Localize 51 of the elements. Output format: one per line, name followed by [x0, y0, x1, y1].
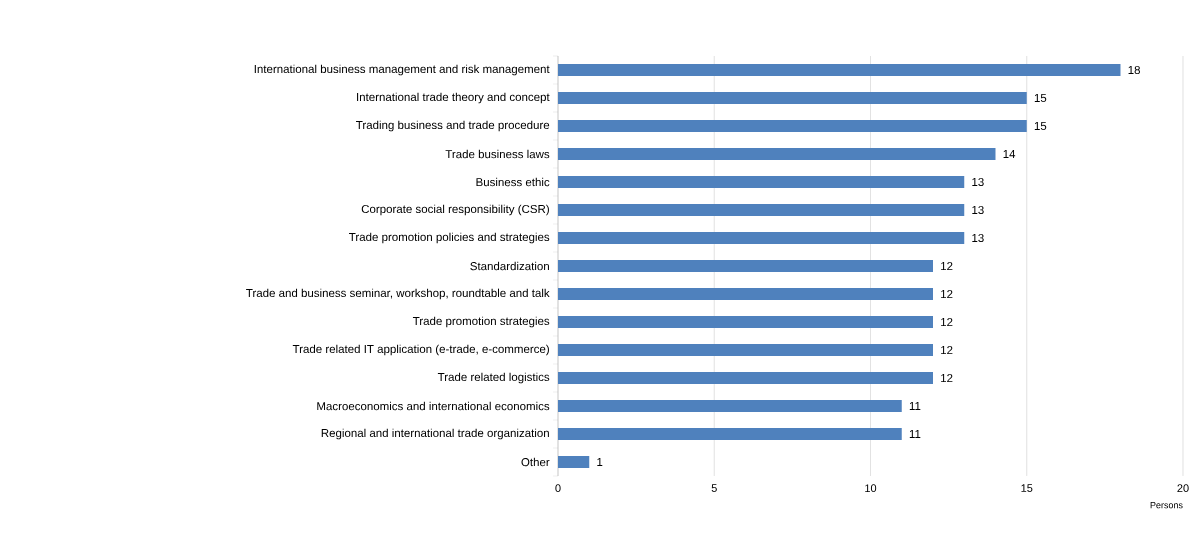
data-label: 15	[1034, 121, 1047, 131]
x-axis-title: Persons	[1150, 502, 1183, 509]
y-tick-label: Macroeconomics and international economics	[317, 401, 550, 411]
data-label: 12	[941, 345, 953, 355]
y-tick-label: Trade related IT application (e-trade, e-commerce)	[292, 344, 549, 356]
y-tick-label: Trade related logistics	[437, 372, 550, 384]
bar	[558, 232, 965, 244]
x-tick-label: 15	[1021, 484, 1033, 492]
bar	[558, 427, 902, 440]
y-tick-label: Trade promotion strategies	[412, 316, 550, 328]
y-tick-label: Regional and international trade organization	[321, 428, 549, 440]
x-tick-label: 10	[865, 484, 877, 493]
x-tick-label: 0	[555, 484, 561, 493]
x-tick-label: 20	[1177, 484, 1189, 493]
data-label: 13	[972, 177, 984, 187]
bar	[558, 288, 933, 300]
data-label: 1	[597, 458, 603, 466]
y-tick-label: Corporate social responsibility (CSR)	[361, 204, 549, 216]
bar	[558, 455, 590, 468]
y-tick-label: Trading business and trade procedure	[356, 120, 550, 132]
x-tick-label: 5	[711, 484, 717, 492]
data-label: 11	[909, 430, 921, 438]
data-label: 13	[972, 233, 984, 243]
bar	[558, 343, 933, 356]
data-label: 13	[972, 205, 984, 215]
bar	[558, 92, 1027, 104]
data-label: 15	[1034, 94, 1047, 103]
y-tick-label: Other	[521, 457, 550, 467]
bar	[558, 260, 933, 272]
bar	[558, 64, 1121, 76]
bar	[558, 399, 902, 412]
bar	[558, 148, 996, 160]
y-tick-label: Trade business laws	[445, 149, 550, 159]
bar	[558, 204, 965, 216]
bar	[558, 371, 933, 384]
y-tick-label: Business ethic	[476, 177, 550, 187]
bar	[558, 120, 1027, 132]
data-label: 14	[1003, 150, 1016, 158]
bar	[558, 316, 933, 328]
data-label: 11	[909, 402, 921, 410]
bar	[558, 176, 965, 188]
y-tick-label: Trade and business seminar, workshop, roundtable and talk	[246, 288, 550, 300]
y-tick-label: Trade promotion policies and strategies	[349, 232, 550, 244]
data-label: 12	[941, 373, 953, 383]
y-tick-label: International trade theory and concept	[357, 92, 550, 104]
data-label: 12	[941, 317, 953, 327]
data-label: 12	[941, 289, 953, 299]
y-tick-label: International business management and risk management	[254, 64, 550, 76]
data-label: 18	[1128, 65, 1140, 75]
data-label: 12	[941, 261, 953, 271]
y-tick-label: Standardization	[470, 261, 549, 271]
